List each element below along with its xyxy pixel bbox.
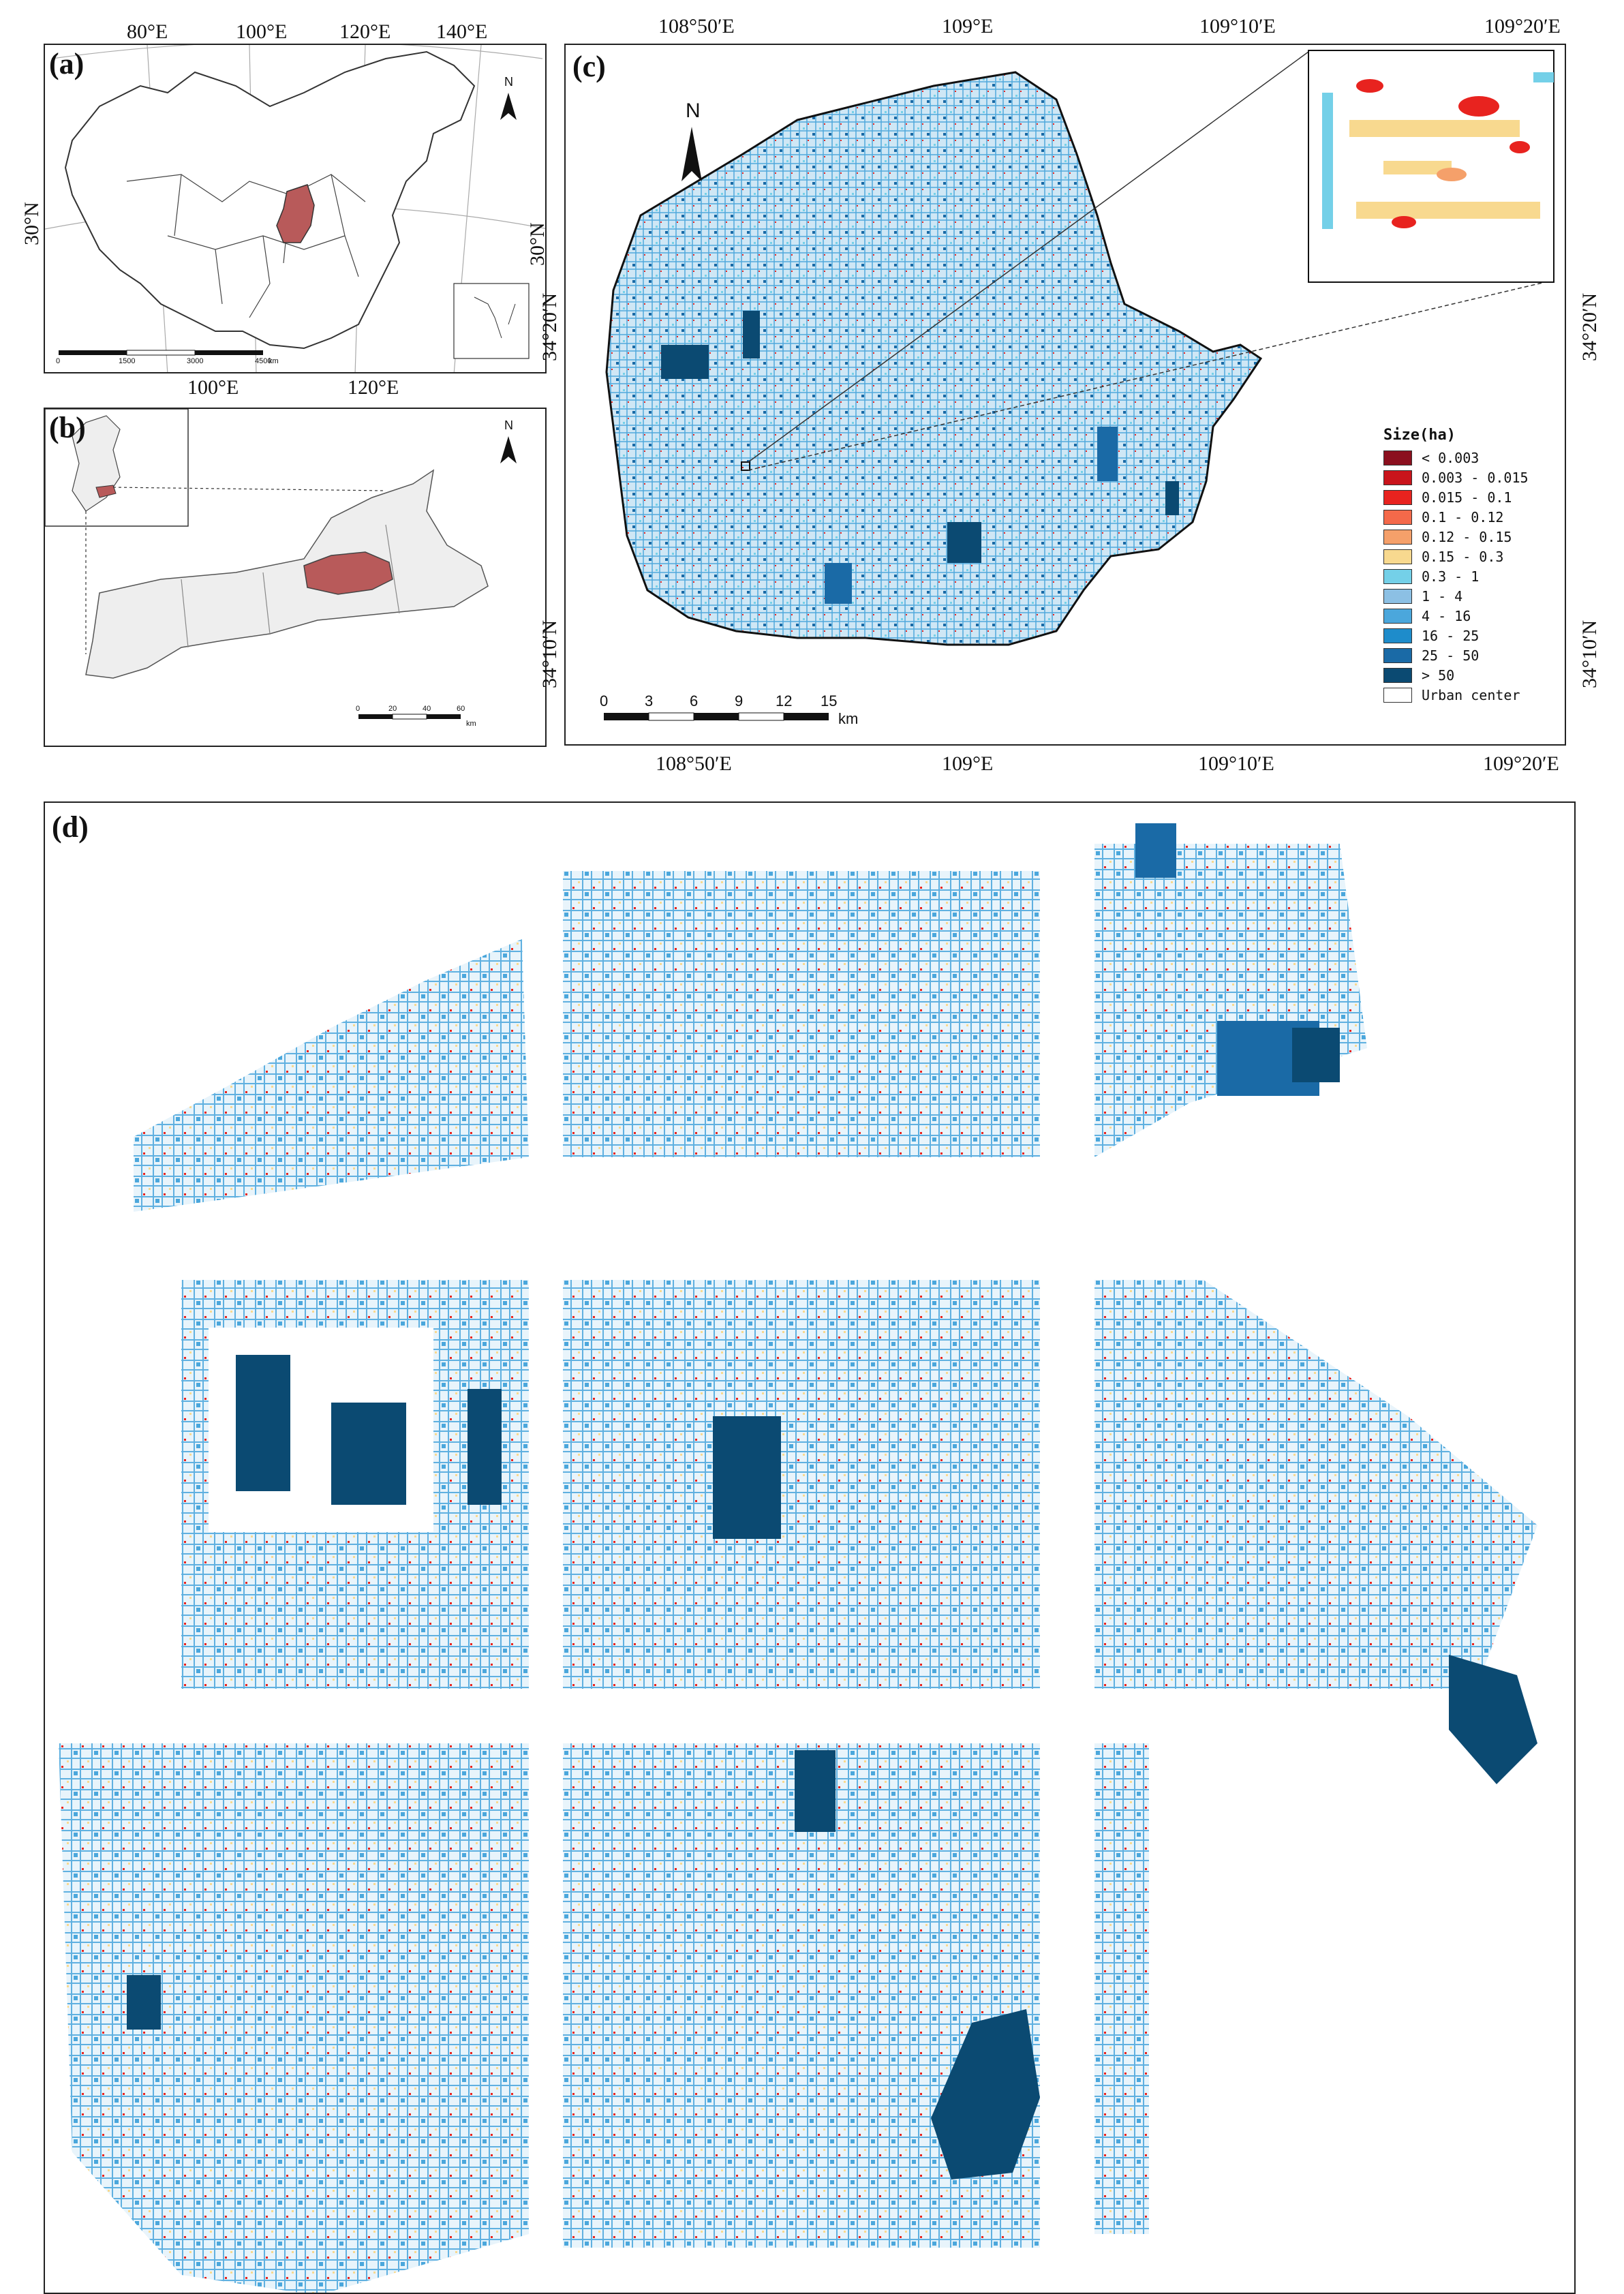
lat-label: 34°20′N (538, 292, 561, 361)
legend-item: 0.15 - 0.3 (1383, 547, 1529, 566)
legend-title: Size(ha) (1383, 427, 1456, 444)
lat-label: 30°N (526, 222, 549, 266)
lon-label: 100°E (236, 20, 288, 43)
panel-d-tiled-detail-map: (d) (44, 801, 1576, 2294)
lon-label: 120°E (348, 376, 399, 399)
legend-swatch (1383, 608, 1412, 624)
tile-r3c1 (59, 1743, 529, 2293)
scale-label-1: 3 (645, 692, 654, 709)
legend-swatch (1383, 509, 1412, 525)
panel-b-shaanxi-map: (b) N 0 20 40 60 km (44, 408, 547, 747)
shaanxi-highlight (276, 184, 315, 243)
tile-r2c2 (563, 1280, 1040, 1689)
north-label: N (504, 418, 513, 432)
legend-swatch (1383, 667, 1412, 683)
legend-swatch (1383, 588, 1412, 604)
scale-label-5: 15 (821, 692, 838, 709)
panel-c-urban-patch-map: (c) N 0 3 6 9 12 15 km Size(ha) < 0.003 … (564, 44, 1566, 746)
north-label: N (504, 75, 513, 89)
panel-a-china-map: (a) N 0 1500 3000 4500 km (44, 44, 547, 373)
lat-label: 34°10′N (538, 620, 561, 688)
north-label: N (686, 100, 701, 122)
scale-label-3: 9 (735, 692, 744, 709)
scale-label-0: 0 (56, 357, 61, 365)
scale-label-3: 60 (457, 705, 465, 713)
legend-item: 4 - 16 (1383, 606, 1529, 626)
lon-label: 80°E (127, 20, 168, 43)
legend-item: 25 - 50 (1383, 645, 1529, 665)
legend-swatch (1383, 489, 1412, 505)
panel-d-label: (d) (52, 810, 89, 844)
lat-label: 34°10′N (1578, 620, 1601, 688)
xian-region-outline (85, 469, 489, 679)
scale-label-2: 40 (423, 705, 431, 713)
lon-label: 109°20′E (1484, 15, 1561, 37)
lon-label: 109°10′E (1199, 15, 1276, 37)
legend-swatch (1383, 568, 1412, 584)
scale-label-1: 20 (388, 705, 397, 713)
scale-unit: km (466, 720, 476, 728)
scale-unit: km (838, 710, 859, 727)
lat-label: 30°N (20, 202, 43, 245)
scale-label-0: 0 (600, 692, 609, 709)
china-outline (64, 50, 476, 350)
detail-tiles-svg (59, 823, 1537, 2293)
legend-item: 0.015 - 0.1 (1383, 487, 1529, 507)
legend-item: 0.12 - 0.15 (1383, 527, 1529, 547)
lon-label: 109°E (942, 15, 994, 37)
scale-label-3: 4500 (255, 357, 272, 365)
scale-label-4: 12 (776, 692, 793, 709)
panel-b-label: (b) (49, 411, 86, 444)
urban-map-svg (604, 50, 1554, 721)
legend-item: Urban center (1383, 685, 1529, 705)
legend-swatch (1383, 529, 1412, 545)
tile-r1c1 (134, 939, 529, 1212)
tile-r3c3 (1094, 1743, 1149, 2234)
panel-c-label: (c) (572, 50, 606, 83)
legend-item: 0.3 - 1 (1383, 566, 1529, 586)
scale-label-2: 6 (690, 692, 699, 709)
xian-highlight (303, 551, 393, 595)
legend-swatch (1383, 470, 1412, 485)
urban-center-boundary (605, 71, 1263, 646)
shaanxi-map-svg (45, 409, 517, 720)
legend-swatch (1383, 687, 1412, 703)
lon-label: 108°50′E (656, 752, 732, 775)
legend-item: 0.003 - 0.015 (1383, 468, 1529, 487)
scale-label-2: 3000 (187, 357, 204, 365)
tile-r2c3 (1094, 1280, 1537, 1689)
legend-item: 0.1 - 0.12 (1383, 507, 1529, 527)
legend-swatch (1383, 549, 1412, 564)
lon-label: 109°E (942, 752, 994, 775)
legend-swatch (1383, 450, 1412, 465)
scale-label-1: 1500 (119, 357, 136, 365)
lat-label: 34°20′N (1578, 292, 1601, 361)
china-map-svg (45, 45, 545, 372)
lon-label: 120°E (339, 20, 391, 43)
legend-item: > 50 (1383, 665, 1529, 685)
panel-a-label: (a) (49, 47, 85, 80)
lon-label: 109°20′E (1483, 752, 1559, 775)
tile-r1c2 (563, 871, 1040, 1157)
lon-label: 108°50′E (658, 15, 735, 37)
legend-item: 16 - 25 (1383, 626, 1529, 645)
scale-label-0: 0 (356, 705, 361, 713)
legend-item: 1 - 4 (1383, 586, 1529, 606)
legend-swatch (1383, 628, 1412, 643)
lon-label: 140°E (436, 20, 488, 43)
scale-unit: km (269, 357, 279, 365)
tile-r1c3 (1094, 844, 1367, 1157)
lon-label: 100°E (187, 376, 239, 399)
legend-item: < 0.003 (1383, 448, 1529, 468)
size-legend: Size(ha) < 0.003 0.003 - 0.015 0.015 - 0… (1383, 427, 1529, 705)
legend-swatch (1383, 647, 1412, 663)
lon-label: 109°10′E (1198, 752, 1274, 775)
